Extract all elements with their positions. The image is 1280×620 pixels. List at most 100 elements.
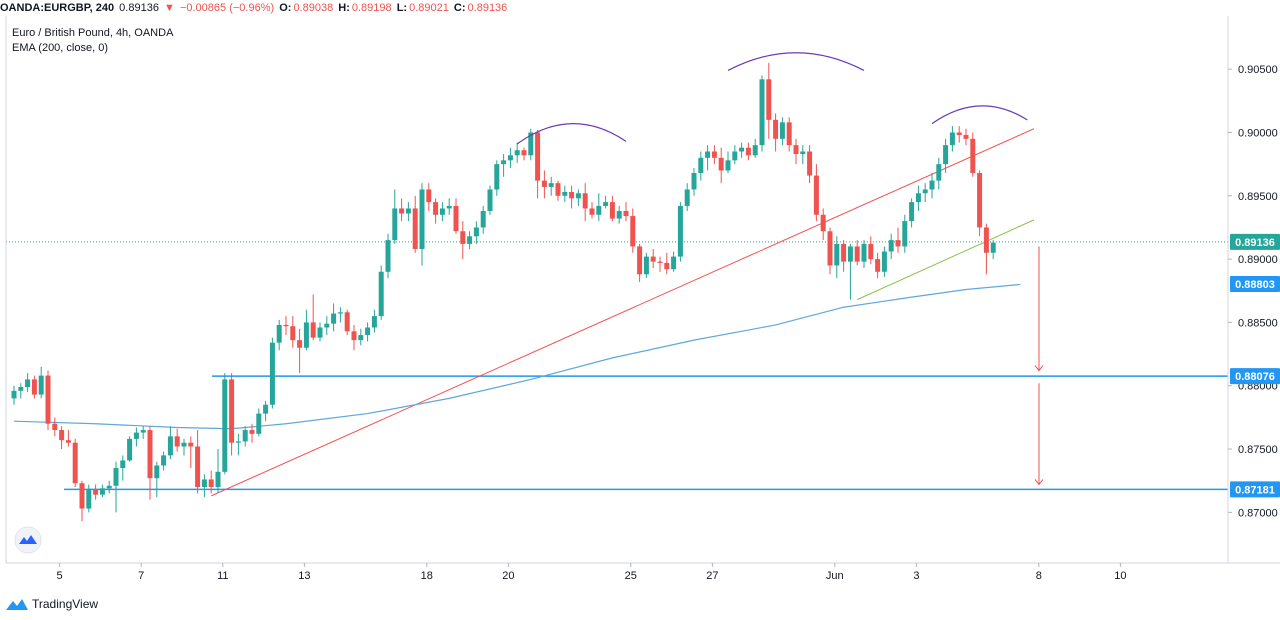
close-label: C: (453, 2, 466, 14)
candle (99, 484, 105, 498)
candle (711, 145, 717, 165)
candle (786, 117, 792, 152)
trendlines[interactable] (210, 128, 1035, 497)
candle-body (970, 138, 976, 174)
candle-body (45, 375, 51, 424)
candle-body (269, 342, 275, 405)
candle-body (120, 460, 126, 469)
candle (841, 240, 847, 272)
candle-body (174, 436, 180, 447)
candle (229, 373, 235, 456)
candle-body (745, 147, 751, 156)
candle-body (188, 442, 194, 447)
candle (467, 231, 473, 249)
candle-body (895, 240, 901, 247)
candle (956, 126, 962, 143)
candle (181, 438, 187, 456)
candle-body (888, 240, 894, 252)
candle (827, 227, 833, 275)
candle (188, 436, 194, 469)
price-label-text: 0.87181 (1235, 484, 1275, 496)
candle (235, 433, 241, 456)
candle-body (732, 151, 738, 161)
candle (127, 436, 133, 462)
candle (201, 474, 207, 498)
candle-body (344, 312, 350, 332)
candle (983, 223, 989, 275)
candle-body (99, 488, 105, 495)
candle (358, 328, 364, 346)
candle (65, 430, 71, 447)
candle (174, 428, 180, 452)
candle-body (963, 135, 969, 139)
tradingview-chart-logo[interactable] (14, 526, 42, 554)
candle-body (983, 227, 989, 253)
time-tick-label: 13 (298, 570, 310, 582)
candle-body (31, 379, 37, 395)
candle-body (800, 151, 806, 155)
candle-body (752, 145, 758, 156)
time-tick-label: 7 (138, 570, 144, 582)
time-axis[interactable]: 5 7 11 13 18 20 25 27 Jun 3 8 10 (57, 563, 1127, 582)
candle-body (861, 243, 867, 262)
candle (575, 189, 581, 206)
candle-body (990, 242, 996, 253)
candle (589, 202, 595, 219)
candle (902, 214, 908, 253)
target-arrows[interactable] (1034, 246, 1044, 486)
candle (970, 132, 976, 177)
target-arrow-head (1034, 365, 1044, 372)
candle (630, 208, 636, 253)
price-axis[interactable]: 0.90500 0.90000 0.89500 0.89000 0.88500 0.880… (1228, 64, 1278, 519)
candle (263, 400, 269, 422)
candle-body (915, 193, 921, 203)
candle-body (759, 79, 765, 146)
trendline-short-support (856, 219, 1035, 301)
candle (290, 316, 296, 348)
price-tick-label: 0.89000 (1238, 254, 1278, 266)
candle-body (351, 331, 357, 341)
candle-body (297, 340, 303, 348)
candle (936, 157, 942, 190)
price-chart[interactable]: 0.90500 0.90000 0.89500 0.89000 0.88500 0.880… (0, 16, 1280, 592)
candle-body (691, 173, 697, 190)
candle (541, 170, 547, 199)
candle (140, 426, 146, 439)
indicator-legend[interactable]: EMA (200, close, 0) (12, 42, 108, 54)
candle (310, 294, 316, 341)
symbol-header: OANDA:EURGBP, 240 0.89136 ▼ −0.00865 (−0… (0, 0, 1280, 16)
candle-body (868, 243, 874, 260)
candle (847, 243, 853, 300)
candle (664, 252, 670, 275)
candle (507, 147, 513, 168)
candle (732, 145, 738, 165)
candle-body (909, 202, 915, 222)
candle-body (650, 256, 656, 262)
horizontal-levels[interactable] (64, 375, 1228, 491)
candle-body (589, 208, 595, 215)
candle (766, 62, 772, 139)
candle (698, 151, 704, 181)
shoulder-arcs[interactable] (516, 52, 1028, 145)
candle (365, 322, 371, 342)
time-tick-label: 18 (421, 570, 433, 582)
candle (72, 438, 78, 488)
candle-body (501, 160, 507, 165)
candle (922, 183, 928, 203)
candle (446, 198, 452, 215)
candle (813, 164, 819, 222)
candle-body (827, 231, 833, 266)
tradingview-logo-icon (6, 599, 28, 610)
candle (439, 202, 445, 222)
candle-body (684, 189, 690, 206)
time-tick-label: 5 (57, 570, 63, 582)
candle (725, 151, 731, 174)
candle-body (365, 327, 371, 336)
candle (616, 205, 622, 224)
candle (371, 309, 377, 333)
candle (895, 227, 901, 253)
footer-brand[interactable]: TradingView (6, 594, 98, 614)
symbol-label[interactable]: OANDA:EURGBP, 240 (0, 2, 115, 14)
candle-body (215, 471, 221, 488)
candle (990, 240, 996, 260)
